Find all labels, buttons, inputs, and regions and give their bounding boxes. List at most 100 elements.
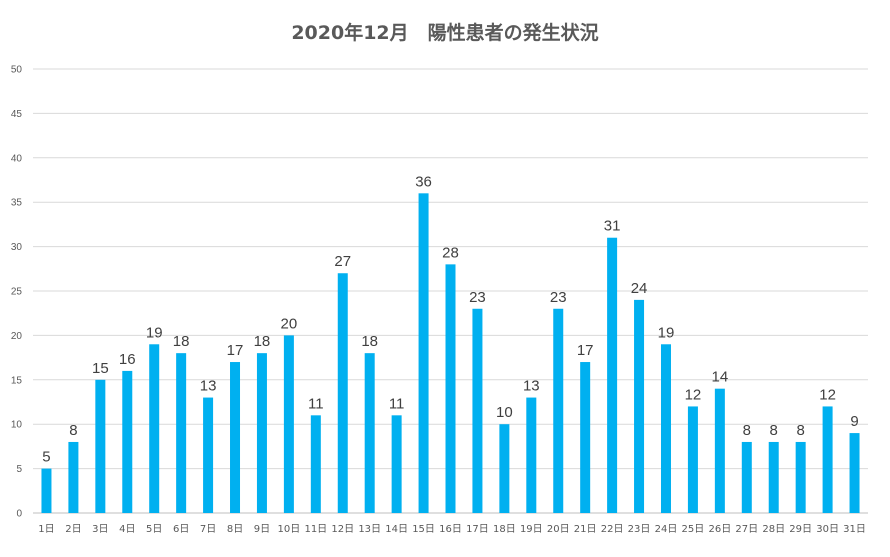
x-tick-label: 19日 (520, 524, 543, 535)
x-tick-label: 29日 (789, 524, 812, 535)
data-label: 31 (604, 218, 621, 235)
x-tick-label: 16日 (439, 524, 462, 535)
data-label: 18 (254, 333, 271, 350)
y-tick-label: 35 (11, 198, 23, 209)
data-label: 27 (334, 253, 351, 270)
bar (176, 353, 187, 513)
data-label: 18 (173, 333, 190, 350)
bar (553, 308, 564, 513)
x-tick-label: 6日 (173, 524, 189, 535)
y-tick-label: 5 (16, 464, 22, 475)
bar (203, 397, 214, 513)
bar (714, 388, 725, 513)
x-tick-label: 5日 (146, 524, 162, 535)
y-tick-label: 40 (11, 153, 23, 164)
x-tick-label: 17日 (466, 524, 489, 535)
x-tick-label: 13日 (358, 524, 381, 535)
bar (418, 193, 429, 513)
x-tick-label: 7日 (200, 524, 216, 535)
y-axis: 0 5 10 15 20 25 30 35 40 45 50 (11, 65, 23, 520)
bar (526, 397, 537, 513)
data-label: 16 (119, 351, 136, 368)
x-axis: 1日 2日 3日 4日 5日 6日 7日 8日 9日 10日 11日 12日 13日 14日 15日 16日 1… (38, 524, 866, 535)
x-tick-label: 31日 (843, 524, 866, 535)
data-label: 8 (796, 422, 804, 439)
data-label: 17 (577, 342, 594, 359)
x-tick-label: 25日 (682, 524, 705, 535)
bar (660, 344, 671, 513)
x-tick-label: 3日 (92, 524, 108, 535)
x-tick-label: 26日 (708, 524, 731, 535)
y-tick-label: 15 (11, 375, 23, 386)
bar (391, 415, 402, 513)
y-tick-label: 45 (11, 109, 23, 120)
x-tick-label: 27日 (735, 524, 758, 535)
data-label: 13 (200, 378, 217, 395)
bar (472, 308, 483, 513)
bar (795, 441, 806, 513)
y-tick-label: 30 (11, 242, 23, 253)
data-label: 23 (469, 289, 486, 306)
x-tick-label: 24日 (655, 524, 678, 535)
data-label: 8 (770, 422, 778, 439)
bar (445, 264, 456, 513)
bar (364, 353, 375, 513)
data-label: 12 (819, 386, 836, 403)
bar (95, 379, 106, 513)
x-tick-label: 10日 (278, 524, 301, 535)
y-tick-label: 10 (11, 420, 23, 431)
x-tick-label: 14日 (385, 524, 408, 535)
bar (580, 362, 591, 513)
bar (687, 406, 698, 513)
chart-title: 2020年12月 陽性患者の発生状況 (291, 22, 599, 44)
y-tick-label: 25 (11, 287, 23, 298)
bar (634, 299, 645, 513)
data-label: 12 (685, 386, 702, 403)
bar (230, 362, 241, 513)
bars (41, 193, 860, 513)
x-tick-label: 1日 (38, 524, 54, 535)
x-tick-label: 23日 (628, 524, 651, 535)
data-label: 5 (42, 449, 50, 466)
data-label: 11 (308, 395, 324, 412)
x-tick-label: 11日 (304, 524, 327, 535)
data-label: 36 (415, 173, 432, 190)
data-label: 17 (227, 342, 244, 359)
data-label: 24 (631, 280, 648, 297)
data-label: 8 (743, 422, 751, 439)
data-label: 13 (523, 378, 540, 395)
x-tick-label: 28日 (762, 524, 785, 535)
y-tick-label: 50 (11, 65, 23, 76)
bar (122, 370, 133, 513)
bar (849, 433, 860, 513)
x-tick-label: 22日 (601, 524, 624, 535)
data-label: 9 (850, 413, 858, 430)
x-tick-label: 12日 (331, 524, 354, 535)
x-tick-label: 30日 (816, 524, 839, 535)
y-tick-label: 20 (11, 331, 23, 342)
x-tick-label: 15日 (412, 524, 435, 535)
bar (499, 424, 510, 513)
x-tick-label: 20日 (547, 524, 570, 535)
bar (768, 441, 779, 513)
bar (41, 468, 52, 513)
bar (822, 406, 833, 513)
bar (283, 335, 294, 513)
bar (607, 237, 618, 513)
bar (256, 353, 267, 513)
x-tick-label: 18日 (493, 524, 516, 535)
data-label: 11 (389, 395, 405, 412)
data-label: 14 (712, 369, 729, 386)
y-tick-label: 0 (16, 509, 22, 520)
data-label: 18 (361, 333, 378, 350)
bar (68, 441, 79, 513)
x-tick-label: 21日 (574, 524, 597, 535)
bar (149, 344, 160, 513)
x-tick-label: 4日 (119, 524, 135, 535)
data-label: 23 (550, 289, 567, 306)
data-labels: 5 8 15 16 19 18 13 17 18 20 11 27 18 11 36 28 23 10 13 23 17… (42, 173, 858, 465)
x-tick-label: 2日 (65, 524, 81, 535)
bar (741, 441, 752, 513)
x-tick-label: 8日 (227, 524, 243, 535)
